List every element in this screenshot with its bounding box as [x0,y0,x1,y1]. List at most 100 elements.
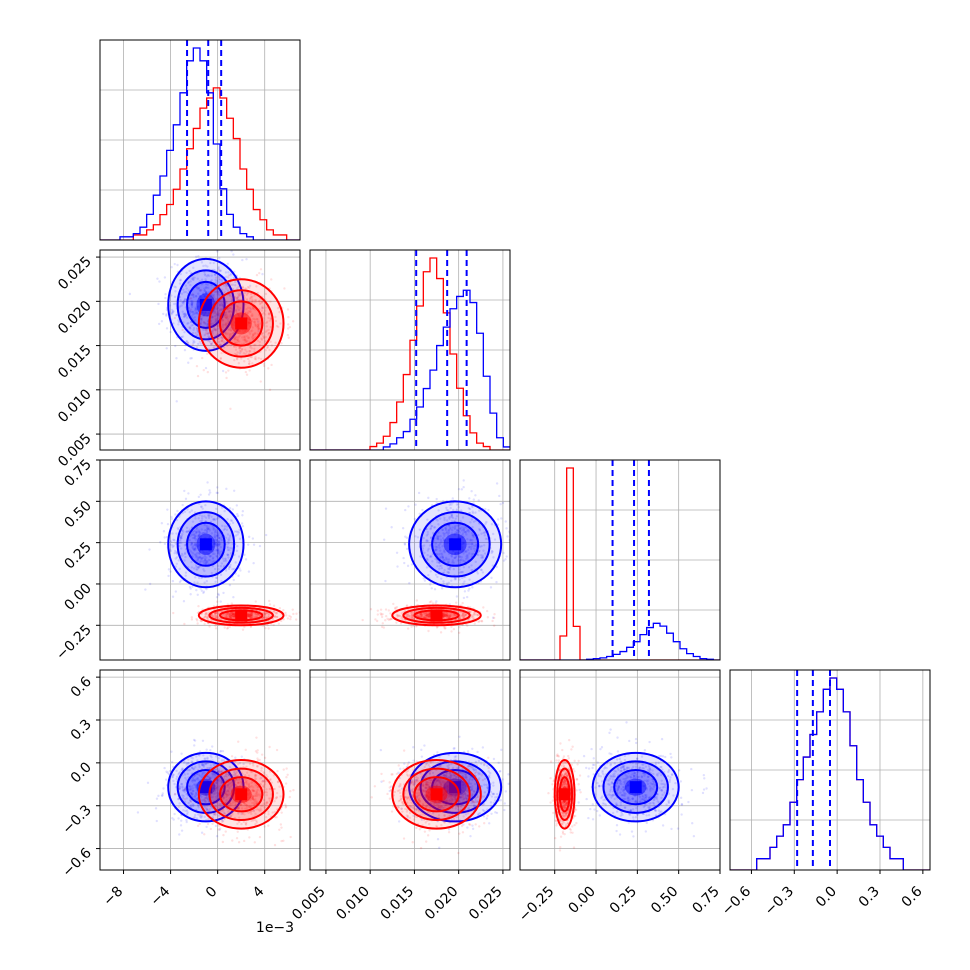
scatter-point [469,547,473,551]
scatter-point [237,740,240,743]
scatter-point [190,315,193,318]
scatter-point [197,287,200,290]
scatter-point [211,745,214,748]
scatter-point [265,802,269,805]
scatter-point [237,362,241,365]
scatter-point [260,337,263,340]
scatter-point [214,537,217,540]
scatter-point [216,794,220,797]
scatter-point [419,612,422,616]
scatter-point [226,612,229,616]
scatter-point [275,816,278,819]
scatter-point [262,779,265,783]
scatter-point [210,283,213,287]
scatter-point [429,527,432,531]
scatter-point [208,491,212,494]
scatter-point [198,552,201,556]
scatter-point [174,290,177,293]
scatter-point [492,624,496,627]
scatter-point [510,559,512,561]
scatter-point [178,580,182,584]
scatter-point [225,795,228,799]
scatter-point [257,356,260,360]
scatter-point [185,797,188,800]
scatter-point [195,294,198,298]
scatter-point [254,774,257,777]
scatter-point [490,576,493,580]
scatter-point [218,294,221,297]
scatter-point [218,256,221,260]
scatter-point [206,526,209,530]
scatter-point [424,611,428,615]
scatter-point [182,291,186,294]
scatter-point [221,369,225,373]
scatter-point [217,593,221,597]
scatter-point [195,328,199,331]
scatter-point [234,345,238,348]
scatter-point [255,317,259,321]
scatter-point [245,821,248,824]
scatter-point [264,330,267,334]
scatter-point [190,566,194,569]
scatter-point [198,754,201,757]
scatter-point [460,526,464,529]
scatter-point [238,352,242,355]
scatter-point [188,784,191,788]
scatter-point [256,788,259,792]
scatter-point [226,784,230,787]
scatter-point [251,326,254,329]
scatter-point [253,294,256,297]
scatter-point [215,781,219,785]
scatter-point [211,772,214,775]
scatter-point [423,612,426,615]
scatter-point [502,559,506,562]
scatter-point [426,553,429,557]
scatter-point [254,600,257,603]
scatter-point [203,569,206,573]
scatter-point [183,622,186,626]
contours-red [197,604,285,627]
scatter-point [215,540,218,543]
scatter-point [448,615,452,619]
scatter-point [227,556,230,559]
scatter-point [211,332,215,335]
scatter-point [234,308,238,312]
scatter-point [468,610,471,613]
scatter-point [230,616,233,619]
scatter-point [177,817,180,820]
scatter-point [230,299,234,302]
scatter-point [223,527,227,531]
scatter-point [461,532,465,535]
scatter-point [206,370,210,374]
scatter-point [249,296,252,300]
scatter-point [478,619,481,623]
scatter-point [228,786,231,789]
scatter-point [253,318,257,321]
scatter-point [448,503,451,507]
scatter-point [251,788,254,792]
scatter-point [171,310,175,313]
scatter-point [181,301,184,304]
scatter-point [210,515,213,519]
scatter-point [204,264,207,267]
scatter-point [189,357,192,360]
scatter-point [205,275,209,278]
scatter-point [178,282,182,285]
scatter-point [256,749,259,752]
scatter-point [389,617,392,621]
scatter-point [237,531,241,534]
scatter-point [204,366,208,370]
scatter-point [421,616,425,619]
scatter-point [179,537,183,540]
scatter-point [257,327,260,331]
scatter-point [173,812,176,816]
scatter-point [436,535,439,538]
scatter-point [228,306,231,310]
scatter-point [164,296,167,300]
scatter-point [128,292,132,296]
scatter-point [193,553,196,556]
scatter-point [221,750,225,753]
scatter-point [187,321,190,325]
scatter-point [454,555,458,559]
scatter-point [406,564,410,568]
